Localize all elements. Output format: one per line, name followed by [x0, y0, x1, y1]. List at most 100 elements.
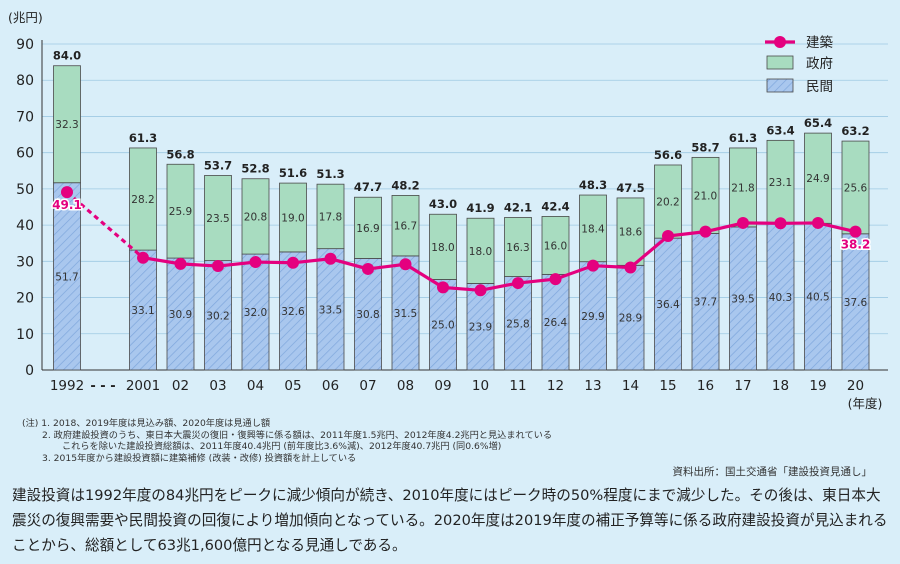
private-value-label: 37.6: [844, 297, 868, 309]
x-tick-label: 15: [659, 378, 676, 394]
bar-government: [841, 140, 870, 235]
bar-private: [691, 233, 720, 371]
x-tick-label: 05: [284, 378, 301, 394]
bar-government: [316, 183, 345, 250]
x-tick-label: 17: [734, 378, 751, 394]
x-tick-label: 13: [584, 378, 601, 394]
private-value-label: 51.7: [55, 271, 78, 283]
private-value-label: 39.5: [731, 293, 754, 305]
y-tick-label: 60: [16, 146, 34, 162]
total-value-label: 48.2: [391, 178, 419, 192]
x-unit-label: (年度): [848, 396, 883, 411]
line-point: [624, 261, 637, 274]
private-value-label: 37.7: [694, 297, 717, 309]
bar-government: [466, 217, 495, 284]
government-value-label: 17.8: [319, 211, 342, 223]
bar-private: [279, 251, 307, 371]
total-value-label: 52.8: [241, 162, 269, 176]
x-tick-label: 16: [697, 378, 714, 394]
government-value-label: 16.3: [506, 242, 529, 254]
y-tick-label: 50: [16, 182, 34, 198]
y-tick-label: 10: [16, 327, 34, 343]
government-value-label: 16.0: [544, 240, 567, 252]
private-value-label: 30.8: [356, 309, 379, 321]
x-tick-label: 12: [547, 378, 564, 394]
government-value-label: 18.0: [431, 242, 454, 254]
total-value-label: 51.3: [316, 167, 344, 181]
summary-paragraph: 建設投資は1992年度の84兆円をピークに減少傾向が続き、2010年度にはピーク…: [12, 487, 888, 554]
bar-private: [53, 182, 81, 371]
government-value-label: 23.1: [769, 177, 792, 189]
x-tick-label: 11: [509, 378, 526, 394]
bar-government: [166, 163, 195, 259]
y-tick-label: 30: [16, 254, 34, 270]
private-value-label: 33.5: [319, 304, 342, 316]
total-value-label: 47.7: [354, 180, 382, 194]
total-value-label: 41.9: [466, 201, 494, 215]
legend-label-architecture: 建築: [806, 35, 834, 51]
note-1: 1. 2018、2019年度は見込み額、2020年度は見通し額: [41, 418, 271, 429]
x-tick-label: 09: [434, 378, 451, 394]
line-value-label: 38.2: [841, 238, 871, 252]
construction-investment-chart: 0 10 20 30 40 50 60 70 80 90 (兆円) (年度) - - - 1992 2001…: [8, 10, 888, 411]
line-point: [662, 229, 674, 242]
line-point: [737, 216, 749, 229]
source-credit: 資料出所：国土交通省「建設投資見通し」: [672, 466, 873, 478]
bar-private: [241, 253, 270, 371]
government-value-label: 16.9: [356, 223, 379, 235]
line-point: [474, 284, 487, 297]
private-value-label: 25.8: [506, 318, 529, 330]
x-tick-label: 2001: [126, 378, 160, 394]
total-value-label: 51.6: [279, 166, 307, 180]
line-point: [549, 273, 562, 286]
line-point: [212, 260, 224, 273]
y-tick-label: 80: [16, 73, 34, 89]
note-2a: 2. 政府建設投資のうち、東日本大震災の復旧・復興等に係る額は、2011年度1.…: [42, 429, 553, 441]
total-value-label: 56.6: [654, 148, 682, 162]
line-point: [287, 256, 299, 269]
total-value-label: 42.1: [504, 201, 532, 215]
axis-break-mark: - - -: [90, 379, 115, 394]
total-value-label: 42.4: [541, 199, 569, 213]
bar-private: [729, 226, 757, 371]
x-tick-label: 07: [359, 378, 376, 394]
legend-swatch-government: [766, 55, 794, 70]
total-value-label: 84.0: [53, 49, 81, 63]
bar-government: [204, 175, 232, 262]
bar-private: [579, 261, 607, 371]
x-tick-label: 03: [209, 378, 226, 394]
total-value-label: 48.3: [579, 178, 607, 192]
x-tick-label: 02: [172, 378, 189, 394]
private-value-label: 30.2: [206, 310, 229, 322]
private-value-label: 40.3: [769, 292, 792, 304]
private-value-label: 31.5: [394, 308, 417, 320]
bar-private: [654, 237, 682, 371]
line-point: [362, 262, 374, 275]
x-tick-label: 08: [397, 378, 414, 394]
note-2b: これらを除いた建設投資総額は、2011年度40.4兆円 (前年度比3.6%減)、…: [62, 441, 502, 453]
private-value-label: 30.9: [169, 309, 192, 321]
bar-government: [129, 147, 157, 251]
line-point: [437, 281, 449, 294]
government-value-label: 18.0: [469, 246, 492, 258]
legend-line-marker: [774, 36, 786, 48]
line-point: [324, 252, 337, 265]
bar-private: [541, 273, 570, 371]
line-point: [774, 217, 787, 230]
private-value-label: 32.6: [281, 306, 305, 318]
bar-private: [429, 279, 457, 371]
line-point: [699, 225, 712, 238]
total-value-label: 47.5: [616, 181, 644, 195]
x-tick-label: 14: [622, 378, 639, 394]
line-point: [174, 257, 187, 270]
legend-label-private: 民間: [806, 79, 833, 95]
government-value-label: 28.2: [131, 194, 154, 206]
notes-prefix: (注): [22, 418, 39, 429]
y-unit-label: (兆円): [8, 10, 43, 25]
government-value-label: 18.6: [619, 227, 643, 239]
total-value-label: 61.3: [729, 131, 757, 145]
x-tick-label: 20: [847, 378, 864, 394]
line-point: [512, 277, 524, 290]
line-point: [399, 258, 412, 271]
